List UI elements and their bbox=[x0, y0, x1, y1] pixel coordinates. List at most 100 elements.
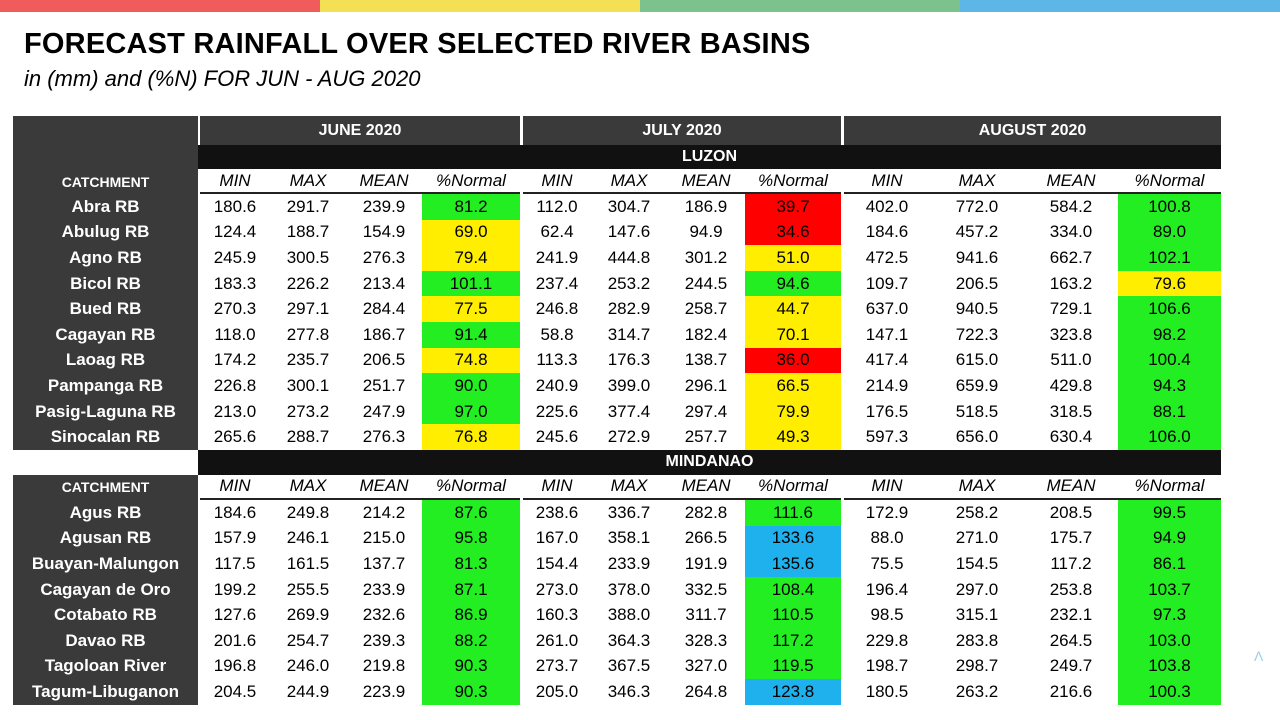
percent-normal-cell: 103.0 bbox=[1118, 627, 1221, 654]
percent-normal-cell: 69.0 bbox=[422, 219, 520, 246]
column-subheader: MIN bbox=[844, 169, 930, 194]
value-cell: 346.3 bbox=[607, 681, 651, 701]
catchment-name: Davao RB bbox=[13, 627, 198, 654]
percent-normal-cell: 88.1 bbox=[1118, 398, 1221, 425]
value-cell: 201.6 bbox=[213, 630, 257, 650]
value-cell: 364.3 bbox=[607, 630, 651, 650]
percent-normal-cell: 123.8 bbox=[745, 679, 841, 705]
value-cell: 511.0 bbox=[1050, 350, 1092, 370]
value-cell: 249.8 bbox=[286, 502, 330, 522]
value-cell: 246.1 bbox=[286, 528, 330, 548]
value-cell: 304.7 bbox=[607, 196, 651, 216]
catchment-name: Sinocalan RB bbox=[13, 424, 198, 450]
value-cell: 216.6 bbox=[1049, 681, 1093, 701]
value-cell: 233.9 bbox=[607, 553, 651, 573]
column-subheader: MEAN bbox=[346, 475, 422, 500]
catchment-name: Pampanga RB bbox=[13, 373, 198, 399]
value-cell: 399.0 bbox=[607, 375, 651, 395]
value-cell: 300.1 bbox=[286, 375, 330, 395]
value-cell: 154.9 bbox=[362, 222, 406, 242]
value-cell: 213.4 bbox=[362, 273, 406, 293]
value-cell: 327.0 bbox=[684, 656, 728, 676]
value-cell: 301.2 bbox=[684, 247, 728, 267]
value-cell: 176.5 bbox=[865, 401, 909, 421]
value-cell: 223.9 bbox=[362, 681, 406, 701]
value-cell: 457.2 bbox=[955, 222, 999, 242]
value-cell: 239.3 bbox=[362, 630, 406, 650]
top-bar-blue bbox=[960, 0, 1280, 12]
percent-normal-cell: 79.9 bbox=[745, 398, 841, 425]
value-cell: 264.5 bbox=[1049, 630, 1093, 650]
percent-normal-cell: 34.6 bbox=[745, 219, 841, 246]
value-cell: 163.2 bbox=[1049, 273, 1093, 293]
value-cell: 208.5 bbox=[1049, 502, 1093, 522]
value-cell: 518.5 bbox=[955, 401, 999, 421]
value-cell: 229.8 bbox=[865, 630, 909, 650]
value-cell: 117.5 bbox=[214, 553, 256, 573]
percent-normal-cell: 90.3 bbox=[422, 679, 520, 705]
value-cell: 241.9 bbox=[535, 247, 579, 267]
column-subheader: %Normal bbox=[422, 475, 520, 500]
value-cell: 263.2 bbox=[955, 681, 999, 701]
value-cell: 233.9 bbox=[362, 579, 406, 599]
value-cell: 206.5 bbox=[955, 273, 999, 293]
column-subheader: %Normal bbox=[1118, 169, 1221, 194]
value-cell: 284.4 bbox=[362, 299, 406, 319]
value-cell: 336.7 bbox=[607, 502, 651, 522]
percent-normal-cell: 95.8 bbox=[422, 525, 520, 552]
value-cell: 117.2 bbox=[1050, 553, 1092, 573]
percent-normal-cell: 111.6 bbox=[745, 499, 841, 526]
value-cell: 219.8 bbox=[362, 656, 406, 676]
rainfall-forecast-table: JUNE 2020 JULY 2020 AUGUST 2020 LUZON CATCHM… bbox=[13, 116, 1261, 712]
value-cell: 246.0 bbox=[286, 656, 330, 676]
catchment-name: Pasig-Laguna RB bbox=[13, 398, 198, 425]
value-cell: 273.2 bbox=[286, 401, 330, 421]
value-cell: 199.2 bbox=[213, 579, 257, 599]
top-color-bar bbox=[0, 0, 1280, 12]
percent-normal-cell: 74.8 bbox=[422, 347, 520, 374]
value-cell: 261.0 bbox=[535, 630, 579, 650]
catchment-name: Abulug RB bbox=[13, 219, 198, 246]
value-cell: 253.2 bbox=[607, 273, 651, 293]
value-cell: 253.8 bbox=[1049, 579, 1093, 599]
value-cell: 154.5 bbox=[955, 553, 999, 573]
percent-normal-cell: 86.1 bbox=[1118, 551, 1221, 577]
value-cell: 246.8 bbox=[535, 299, 579, 319]
value-cell: 722.3 bbox=[955, 324, 999, 344]
value-cell: 630.4 bbox=[1049, 427, 1093, 447]
percent-normal-cell: 103.7 bbox=[1118, 576, 1221, 603]
catchment-name: Agno RB bbox=[13, 245, 198, 271]
percent-normal-cell: 100.4 bbox=[1118, 347, 1221, 374]
percent-normal-cell: 66.5 bbox=[745, 373, 841, 399]
value-cell: 244.9 bbox=[286, 681, 330, 701]
value-cell: 98.5 bbox=[870, 605, 904, 625]
value-cell: 180.6 bbox=[213, 196, 257, 216]
value-cell: 205.0 bbox=[535, 681, 579, 701]
value-cell: 206.5 bbox=[362, 350, 406, 370]
value-cell: 300.5 bbox=[286, 247, 330, 267]
value-cell: 291.7 bbox=[286, 196, 330, 216]
region-header: MINDANAO bbox=[198, 449, 1221, 475]
value-cell: 297.1 bbox=[286, 299, 330, 319]
value-cell: 94.9 bbox=[689, 222, 723, 242]
value-cell: 127.6 bbox=[213, 605, 257, 625]
column-subheader: MAX bbox=[591, 475, 667, 500]
percent-normal-cell: 90.3 bbox=[422, 653, 520, 680]
percent-normal-cell: 76.8 bbox=[422, 424, 520, 450]
percent-normal-cell: 39.7 bbox=[745, 194, 841, 220]
column-subheader: MIN bbox=[523, 169, 591, 194]
column-separator bbox=[520, 116, 523, 705]
page-subtitle: in (mm) and (%N) FOR JUN - AUG 2020 bbox=[24, 66, 421, 91]
catchment-name: Tagoloan River bbox=[13, 653, 198, 680]
percent-normal-cell: 97.0 bbox=[422, 398, 520, 425]
value-cell: 245.9 bbox=[213, 247, 257, 267]
value-cell: 729.1 bbox=[1049, 299, 1093, 319]
value-cell: 183.3 bbox=[213, 273, 257, 293]
value-cell: 172.9 bbox=[865, 502, 909, 522]
percent-normal-cell: 119.5 bbox=[745, 653, 841, 680]
value-cell: 204.5 bbox=[213, 681, 257, 701]
column-subheader: MIN bbox=[844, 475, 930, 500]
value-cell: 266.5 bbox=[684, 528, 728, 548]
value-cell: 297.0 bbox=[955, 579, 999, 599]
value-cell: 273.7 bbox=[535, 656, 579, 676]
